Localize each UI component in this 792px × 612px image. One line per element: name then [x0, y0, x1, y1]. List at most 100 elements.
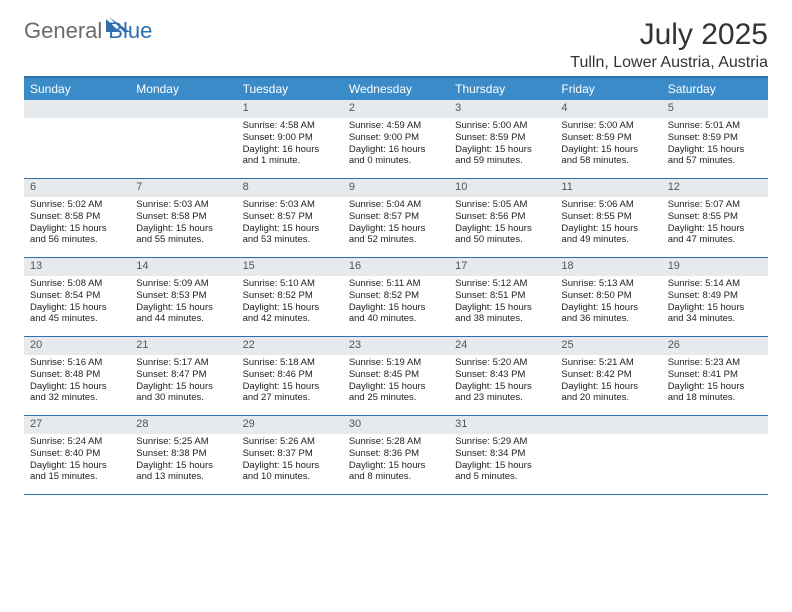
day-body: Sunrise: 5:01 AMSunset: 8:59 PMDaylight:… [662, 118, 768, 174]
day-body: Sunrise: 5:26 AMSunset: 8:37 PMDaylight:… [237, 434, 343, 490]
brand-general: General [24, 18, 102, 44]
day-number: 11 [555, 179, 661, 197]
day-header: Monday [130, 78, 236, 100]
day-cell: 17Sunrise: 5:12 AMSunset: 8:51 PMDayligh… [449, 258, 555, 336]
day-cell: 5Sunrise: 5:01 AMSunset: 8:59 PMDaylight… [662, 100, 768, 178]
week-row: 20Sunrise: 5:16 AMSunset: 8:48 PMDayligh… [24, 337, 768, 416]
day-number: 16 [343, 258, 449, 276]
day-body: Sunrise: 5:04 AMSunset: 8:57 PMDaylight:… [343, 197, 449, 253]
day-cell: 19Sunrise: 5:14 AMSunset: 8:49 PMDayligh… [662, 258, 768, 336]
day-body: Sunrise: 5:12 AMSunset: 8:51 PMDaylight:… [449, 276, 555, 332]
day-number: 12 [662, 179, 768, 197]
day-cell: 2Sunrise: 4:59 AMSunset: 9:00 PMDaylight… [343, 100, 449, 178]
day-cell: 24Sunrise: 5:20 AMSunset: 8:43 PMDayligh… [449, 337, 555, 415]
day-number [24, 100, 130, 118]
calendar: SundayMondayTuesdayWednesdayThursdayFrid… [24, 76, 768, 495]
day-cell: 25Sunrise: 5:21 AMSunset: 8:42 PMDayligh… [555, 337, 661, 415]
day-cell [662, 416, 768, 494]
day-body: Sunrise: 4:58 AMSunset: 9:00 PMDaylight:… [237, 118, 343, 174]
day-number: 8 [237, 179, 343, 197]
day-body: Sunrise: 5:17 AMSunset: 8:47 PMDaylight:… [130, 355, 236, 411]
day-cell: 23Sunrise: 5:19 AMSunset: 8:45 PMDayligh… [343, 337, 449, 415]
day-header: Wednesday [343, 78, 449, 100]
day-cell: 9Sunrise: 5:04 AMSunset: 8:57 PMDaylight… [343, 179, 449, 257]
day-header: Thursday [449, 78, 555, 100]
day-cell: 11Sunrise: 5:06 AMSunset: 8:55 PMDayligh… [555, 179, 661, 257]
day-body: Sunrise: 5:29 AMSunset: 8:34 PMDaylight:… [449, 434, 555, 490]
day-body: Sunrise: 5:18 AMSunset: 8:46 PMDaylight:… [237, 355, 343, 411]
day-number [555, 416, 661, 434]
day-number: 13 [24, 258, 130, 276]
day-cell: 26Sunrise: 5:23 AMSunset: 8:41 PMDayligh… [662, 337, 768, 415]
day-body: Sunrise: 5:21 AMSunset: 8:42 PMDaylight:… [555, 355, 661, 411]
day-number: 4 [555, 100, 661, 118]
day-number: 25 [555, 337, 661, 355]
day-header: Saturday [662, 78, 768, 100]
day-cell [130, 100, 236, 178]
day-body: Sunrise: 5:14 AMSunset: 8:49 PMDaylight:… [662, 276, 768, 332]
day-cell: 29Sunrise: 5:26 AMSunset: 8:37 PMDayligh… [237, 416, 343, 494]
day-header-row: SundayMondayTuesdayWednesdayThursdayFrid… [24, 78, 768, 100]
brand-logo: General Blue [24, 18, 152, 44]
day-body: Sunrise: 5:16 AMSunset: 8:48 PMDaylight:… [24, 355, 130, 411]
day-number: 17 [449, 258, 555, 276]
day-cell: 14Sunrise: 5:09 AMSunset: 8:53 PMDayligh… [130, 258, 236, 336]
week-row: 27Sunrise: 5:24 AMSunset: 8:40 PMDayligh… [24, 416, 768, 495]
day-cell [555, 416, 661, 494]
day-number: 18 [555, 258, 661, 276]
day-cell: 3Sunrise: 5:00 AMSunset: 8:59 PMDaylight… [449, 100, 555, 178]
day-cell: 12Sunrise: 5:07 AMSunset: 8:55 PMDayligh… [662, 179, 768, 257]
day-number: 7 [130, 179, 236, 197]
day-body: Sunrise: 5:10 AMSunset: 8:52 PMDaylight:… [237, 276, 343, 332]
day-cell [24, 100, 130, 178]
location-text: Tulln, Lower Austria, Austria [570, 54, 768, 72]
day-number: 24 [449, 337, 555, 355]
day-number: 23 [343, 337, 449, 355]
day-number: 31 [449, 416, 555, 434]
day-number: 9 [343, 179, 449, 197]
day-number: 22 [237, 337, 343, 355]
day-number: 19 [662, 258, 768, 276]
day-number: 26 [662, 337, 768, 355]
day-header: Sunday [24, 78, 130, 100]
day-number: 6 [24, 179, 130, 197]
day-body: Sunrise: 5:08 AMSunset: 8:54 PMDaylight:… [24, 276, 130, 332]
day-body: Sunrise: 5:00 AMSunset: 8:59 PMDaylight:… [449, 118, 555, 174]
day-body: Sunrise: 5:09 AMSunset: 8:53 PMDaylight:… [130, 276, 236, 332]
day-number: 2 [343, 100, 449, 118]
day-number: 14 [130, 258, 236, 276]
day-body: Sunrise: 5:20 AMSunset: 8:43 PMDaylight:… [449, 355, 555, 411]
day-body: Sunrise: 5:24 AMSunset: 8:40 PMDaylight:… [24, 434, 130, 490]
day-number [662, 416, 768, 434]
day-number: 1 [237, 100, 343, 118]
day-cell: 27Sunrise: 5:24 AMSunset: 8:40 PMDayligh… [24, 416, 130, 494]
day-cell: 21Sunrise: 5:17 AMSunset: 8:47 PMDayligh… [130, 337, 236, 415]
day-number: 15 [237, 258, 343, 276]
day-cell: 16Sunrise: 5:11 AMSunset: 8:52 PMDayligh… [343, 258, 449, 336]
day-number: 29 [237, 416, 343, 434]
day-body: Sunrise: 5:03 AMSunset: 8:58 PMDaylight:… [130, 197, 236, 253]
day-cell: 6Sunrise: 5:02 AMSunset: 8:58 PMDaylight… [24, 179, 130, 257]
day-number [130, 100, 236, 118]
day-body: Sunrise: 5:25 AMSunset: 8:38 PMDaylight:… [130, 434, 236, 490]
day-number: 3 [449, 100, 555, 118]
day-number: 30 [343, 416, 449, 434]
week-row: 1Sunrise: 4:58 AMSunset: 9:00 PMDaylight… [24, 100, 768, 179]
day-cell: 30Sunrise: 5:28 AMSunset: 8:36 PMDayligh… [343, 416, 449, 494]
day-number: 27 [24, 416, 130, 434]
day-cell: 7Sunrise: 5:03 AMSunset: 8:58 PMDaylight… [130, 179, 236, 257]
day-cell: 18Sunrise: 5:13 AMSunset: 8:50 PMDayligh… [555, 258, 661, 336]
day-cell: 20Sunrise: 5:16 AMSunset: 8:48 PMDayligh… [24, 337, 130, 415]
day-cell: 15Sunrise: 5:10 AMSunset: 8:52 PMDayligh… [237, 258, 343, 336]
day-body: Sunrise: 5:19 AMSunset: 8:45 PMDaylight:… [343, 355, 449, 411]
day-number: 28 [130, 416, 236, 434]
week-row: 13Sunrise: 5:08 AMSunset: 8:54 PMDayligh… [24, 258, 768, 337]
day-header: Tuesday [237, 78, 343, 100]
day-body: Sunrise: 5:11 AMSunset: 8:52 PMDaylight:… [343, 276, 449, 332]
brand-blue: Blue [108, 18, 152, 44]
day-body: Sunrise: 5:23 AMSunset: 8:41 PMDaylight:… [662, 355, 768, 411]
week-row: 6Sunrise: 5:02 AMSunset: 8:58 PMDaylight… [24, 179, 768, 258]
day-header: Friday [555, 78, 661, 100]
day-cell: 28Sunrise: 5:25 AMSunset: 8:38 PMDayligh… [130, 416, 236, 494]
day-number: 20 [24, 337, 130, 355]
